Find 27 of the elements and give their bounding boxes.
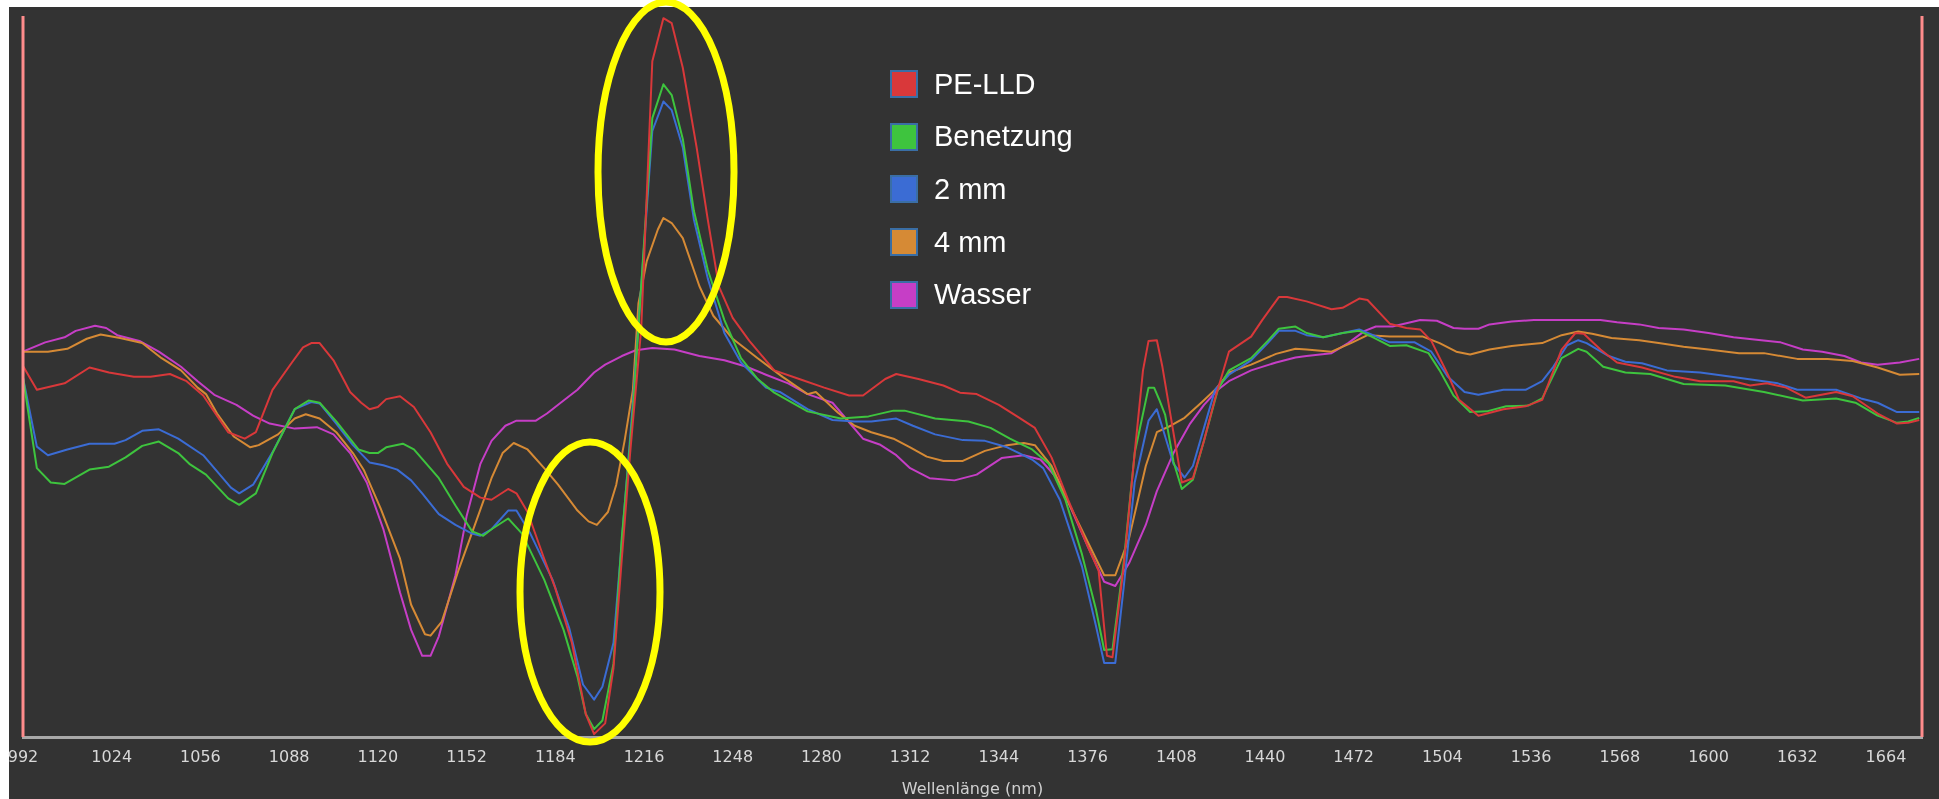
x-tick-label: 1600 <box>1688 746 1729 766</box>
x-tick-label: 1248 <box>712 746 754 766</box>
legend-label: 4 mm <box>934 225 1007 259</box>
x-tick-label: 1280 <box>801 746 842 766</box>
x-tick-label: 1056 <box>180 746 221 766</box>
x-tick-label: 1472 <box>1333 746 1375 766</box>
x-tick-label: 1568 <box>1599 746 1641 766</box>
x-tick-label: 1088 <box>268 746 310 766</box>
x-tick-label: 1504 <box>1422 746 1463 766</box>
legend-label: PE-LLD <box>934 67 1036 101</box>
x-tick-label: 1344 <box>978 746 1020 766</box>
x-tick-label: 1376 <box>1067 746 1108 766</box>
x-tick-label: 1664 <box>1865 746 1907 766</box>
x-tick-label: 1632 <box>1776 746 1818 766</box>
x-tick-label: 1536 <box>1510 746 1552 766</box>
x-axis-title: Wellenlänge (nm) <box>901 778 1044 798</box>
legend-label: 2 mm <box>934 172 1007 206</box>
x-tick-label: 1440 <box>1244 746 1286 766</box>
x-tick-label: 1408 <box>1155 746 1197 766</box>
x-tick-label: 1120 <box>357 746 399 766</box>
x-tick-label: 1184 <box>534 746 576 766</box>
x-tick-label: 1216 <box>623 746 665 766</box>
legend-label: Wasser <box>934 278 1032 312</box>
legend-label: Benetzung <box>934 120 1073 154</box>
x-tick-label: 1024 <box>91 746 133 766</box>
x-tick-label: 1312 <box>889 746 931 766</box>
x-tick-label: 1152 <box>446 746 487 766</box>
